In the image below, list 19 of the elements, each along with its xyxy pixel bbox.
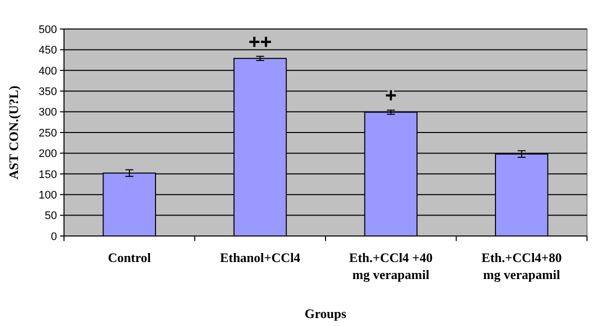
y-tick-label: 350 — [38, 86, 57, 98]
y-axis-title: AST CON.(U?L) — [6, 86, 21, 180]
x-tick-label: Eth.+CCl4 +40 mg verapamil — [349, 250, 433, 282]
y-tick-label: 200 — [38, 148, 57, 160]
x-tick-label: Eth.+CCl4+80 mg verapamil — [482, 250, 562, 282]
x-axis-title: Groups — [304, 306, 346, 321]
x-tick-label: Ethanol+CCl4 — [220, 250, 301, 265]
y-tick-label: 100 — [38, 189, 57, 202]
annotation: ++ — [248, 31, 272, 54]
y-tick-label: 250 — [38, 127, 57, 140]
annotation: + — [385, 85, 397, 108]
y-tick-label: 450 — [38, 44, 57, 57]
y-tick-label: 50 — [44, 210, 57, 222]
y-tick-label: 150 — [38, 168, 57, 181]
y-tick-label: 300 — [38, 106, 57, 119]
x-tick-label: Control — [108, 250, 152, 265]
y-tick-label: 0 — [50, 230, 57, 243]
y-tick-label: 500 — [38, 24, 57, 36]
y-tick-label: 400 — [38, 65, 57, 78]
